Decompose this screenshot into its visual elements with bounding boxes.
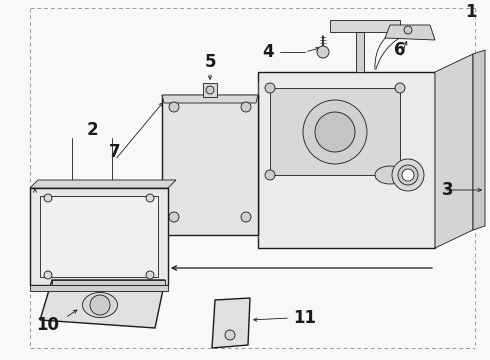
Polygon shape bbox=[385, 25, 435, 40]
Polygon shape bbox=[473, 50, 485, 230]
Circle shape bbox=[404, 26, 412, 34]
Circle shape bbox=[392, 159, 424, 191]
Circle shape bbox=[303, 100, 367, 164]
Circle shape bbox=[206, 86, 214, 94]
Polygon shape bbox=[356, 32, 364, 72]
Circle shape bbox=[44, 271, 52, 279]
Ellipse shape bbox=[82, 292, 118, 318]
Circle shape bbox=[225, 330, 235, 340]
Polygon shape bbox=[30, 180, 176, 188]
Polygon shape bbox=[162, 95, 258, 235]
Polygon shape bbox=[30, 285, 168, 291]
Text: 5: 5 bbox=[204, 53, 216, 71]
Circle shape bbox=[169, 212, 179, 222]
Polygon shape bbox=[30, 188, 168, 285]
Ellipse shape bbox=[375, 166, 405, 184]
Text: 1: 1 bbox=[465, 3, 477, 21]
Text: 3: 3 bbox=[442, 181, 454, 199]
Circle shape bbox=[398, 165, 418, 185]
Ellipse shape bbox=[400, 168, 420, 182]
Polygon shape bbox=[258, 72, 435, 248]
Polygon shape bbox=[330, 20, 400, 32]
Circle shape bbox=[395, 170, 405, 180]
Circle shape bbox=[241, 212, 251, 222]
Circle shape bbox=[315, 112, 355, 152]
Text: 8: 8 bbox=[378, 168, 388, 182]
Text: 10: 10 bbox=[36, 316, 59, 334]
Polygon shape bbox=[162, 95, 258, 103]
Circle shape bbox=[44, 194, 52, 202]
Circle shape bbox=[241, 102, 251, 112]
Text: 6: 6 bbox=[394, 41, 406, 59]
Circle shape bbox=[265, 170, 275, 180]
Polygon shape bbox=[203, 83, 217, 97]
Text: 11: 11 bbox=[294, 309, 317, 327]
Circle shape bbox=[146, 194, 154, 202]
Polygon shape bbox=[270, 88, 400, 175]
Circle shape bbox=[265, 83, 275, 93]
Text: 4: 4 bbox=[262, 43, 274, 61]
Polygon shape bbox=[52, 280, 165, 285]
Circle shape bbox=[395, 83, 405, 93]
Circle shape bbox=[90, 295, 110, 315]
Text: 2: 2 bbox=[86, 121, 98, 139]
Circle shape bbox=[402, 169, 414, 181]
Polygon shape bbox=[40, 196, 158, 277]
Polygon shape bbox=[435, 54, 473, 248]
Circle shape bbox=[146, 271, 154, 279]
Text: 9: 9 bbox=[395, 168, 405, 182]
Polygon shape bbox=[212, 298, 250, 348]
Circle shape bbox=[317, 46, 329, 58]
Circle shape bbox=[169, 102, 179, 112]
Polygon shape bbox=[40, 280, 165, 328]
Text: 7: 7 bbox=[109, 143, 121, 161]
